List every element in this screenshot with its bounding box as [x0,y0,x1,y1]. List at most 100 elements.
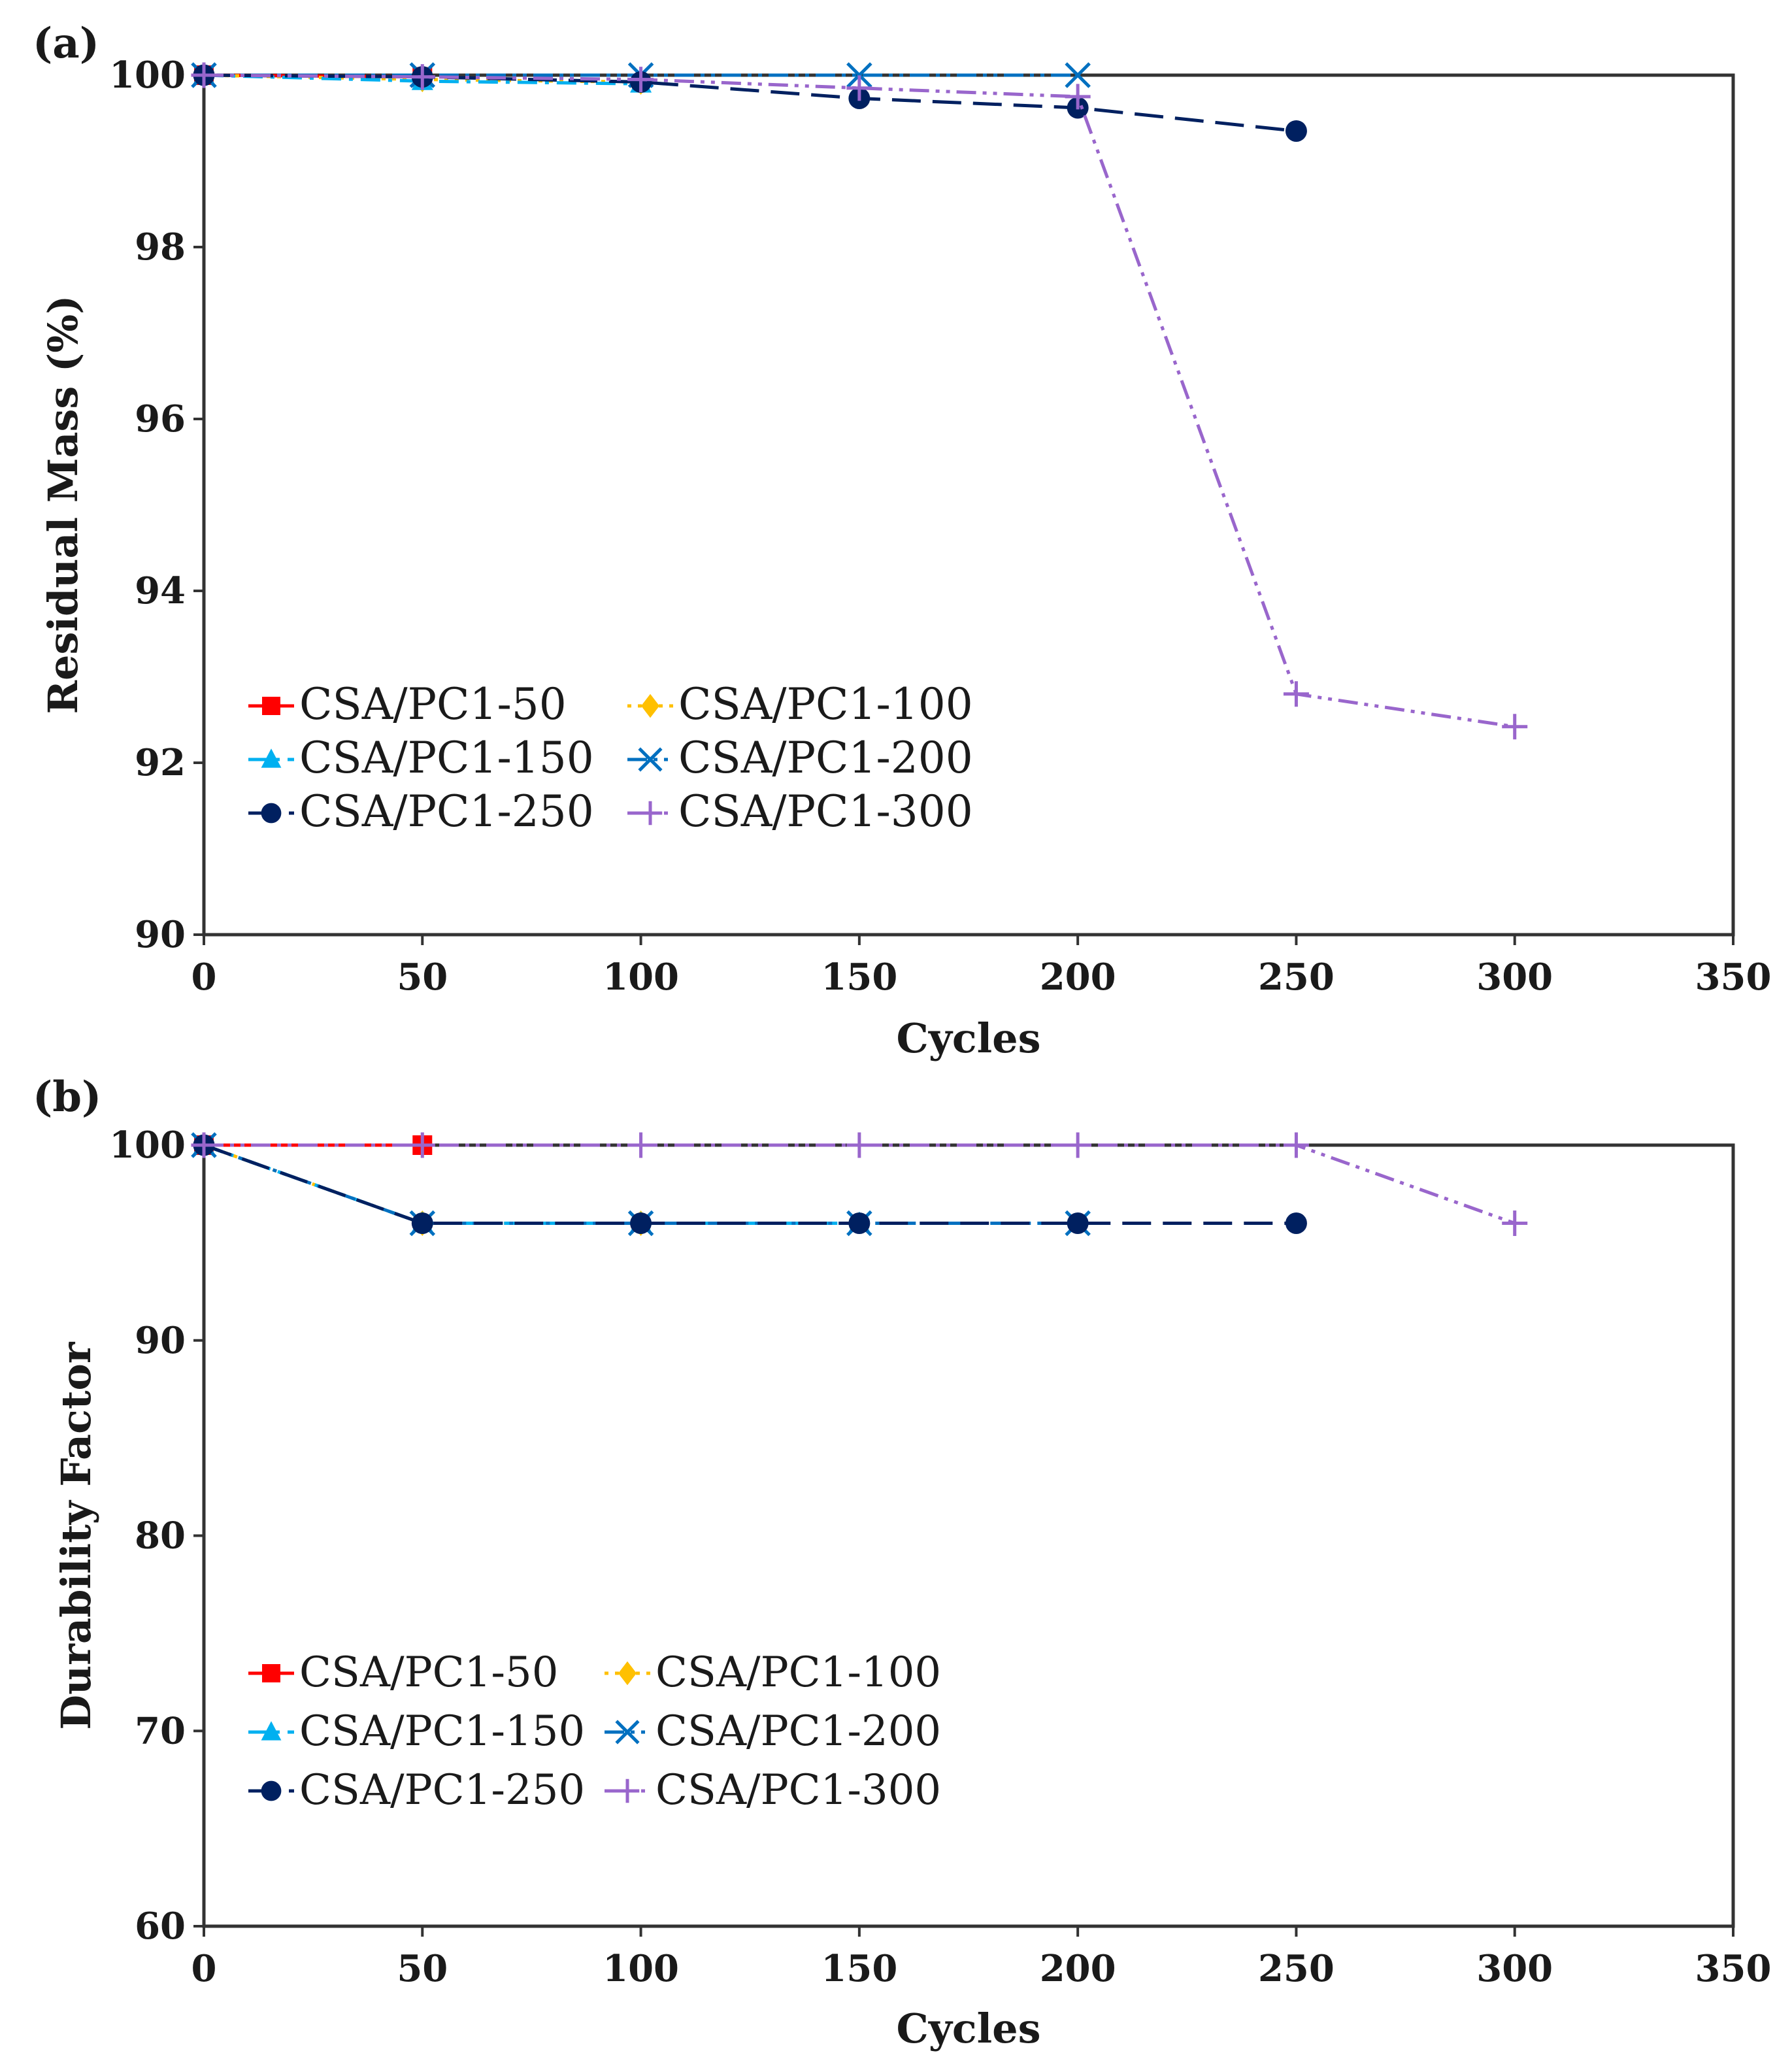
panel-a-x-axis-title: Cycles [896,1014,1040,1062]
data-point [846,62,872,88]
legend-marker [618,1661,637,1686]
panel-a-x-ticks: 0 50 100 150 200 250 300 350 [191,935,1772,999]
panel-b-x-ticks: 0 50 100 150 200 250 300 350 [191,1926,1772,1990]
panel-b-label: (b) [33,1073,101,1122]
series-line [203,73,1297,133]
legend-item: CSA/PC1-200 [605,1707,941,1756]
panel-a-series [191,62,1528,740]
panel-b: (b) 0 50 100 150 200 250 300 350 60 70 80 90 100 Cy… [33,1073,1771,2052]
legend-marker [638,801,663,826]
legend-label: CSA/PC1-300 [678,786,973,837]
legend-label: CSA/PC1-150 [299,1707,585,1756]
panel-a: (a) 0 50 100 150 200 250 300 350 9092949698100 … [33,19,1771,1062]
legend-item: CSA/PC1-250 [248,1766,585,1814]
series-csa-pc1-250 [193,1134,1307,1234]
legend-label: CSA/PC1-200 [678,733,973,783]
legend-item: CSA/PC1-100 [627,679,973,729]
legend-label: CSA/PC1-150 [299,733,594,783]
legend-marker [262,697,280,715]
x-tick-label: 250 [1258,956,1335,999]
series-line [203,73,1516,729]
panel-b-y-axis-title: Durability Factor [52,1341,100,1729]
legend-label: CSA/PC1-50 [299,679,567,729]
y-tick-label: 90 [135,913,186,956]
x-tick-label: 300 [1476,1947,1553,1990]
legend-label: CSA/PC1-100 [678,679,973,729]
x-tick-label: 250 [1258,1947,1335,1990]
legend-item: CSA/PC1-150 [248,1707,585,1756]
series-line [203,1143,1297,1225]
data-point [1065,84,1091,110]
x-tick-label: 100 [603,1947,679,1990]
x-tick-label: 50 [397,956,448,999]
data-point [848,1212,871,1234]
y-tick-label: 60 [135,1905,186,1948]
panel-b-series [191,1132,1528,1237]
data-point [409,64,435,90]
data-point [628,1132,654,1158]
series-line [203,1143,859,1225]
legend-marker [615,1778,640,1803]
series-line [203,73,641,86]
legend-item: CSA/PC1-50 [248,1648,558,1697]
legend-item: CSA/PC1-250 [248,786,594,837]
legend-marker [262,1664,280,1682]
data-point [628,67,654,93]
legend-item: CSA/PC1-200 [627,733,973,783]
legend-marker [261,748,282,768]
data-point [409,1132,435,1158]
data-point [1285,1212,1307,1234]
data-point [1502,714,1528,740]
x-tick-label: 150 [821,1947,897,1990]
x-tick-label: 200 [1040,1947,1116,1990]
x-tick-label: 200 [1040,956,1116,999]
data-point [1283,681,1309,707]
legend-item: CSA/PC1-300 [627,786,973,837]
data-point [1067,1212,1089,1234]
y-tick-label: 80 [135,1514,186,1558]
legend-marker [638,747,663,772]
y-tick-label: 92 [135,741,186,784]
legend-marker [261,1721,282,1741]
panel-a-y-axis-title: Residual Mass (%) [39,295,87,714]
data-point [191,1132,217,1158]
x-tick-label: 0 [191,1947,217,1990]
legend-marker [261,1780,282,1801]
data-point [191,62,217,88]
data-point [1285,120,1307,142]
x-tick-label: 350 [1695,1947,1772,1990]
series-csa-pc1-300 [191,1132,1528,1236]
x-tick-label: 300 [1476,956,1553,999]
legend-label: CSA/PC1-200 [655,1707,941,1756]
x-tick-label: 150 [821,956,897,999]
x-tick-label: 50 [397,1947,448,1990]
panel-a-label: (a) [33,19,99,68]
data-point [1502,1210,1528,1236]
legend-marker [261,803,282,824]
data-point [1065,1132,1091,1158]
legend-marker [641,693,659,718]
panel-b-legend: CSA/PC1-50 CSA/PC1-100 CSA/PC1-150 CSA/PC1-… [248,1648,941,1814]
y-tick-label: 100 [109,54,186,97]
y-tick-label: 100 [109,1124,186,1167]
legend-label: CSA/PC1-300 [655,1766,941,1814]
y-tick-label: 94 [135,569,186,612]
y-tick-label: 96 [135,397,186,441]
x-tick-label: 350 [1695,956,1772,999]
x-tick-label: 100 [603,956,679,999]
data-point [846,1132,872,1158]
panel-a-y-ticks: 90 92 94 96 98 100 [109,54,204,956]
legend-item: CSA/PC1-300 [605,1766,941,1814]
data-point [846,75,872,101]
data-point [630,1212,652,1234]
panel-b-x-axis-title: Cycles [896,2005,1040,2052]
x-tick-label: 0 [191,956,217,999]
legend-label: CSA/PC1-250 [299,1766,585,1814]
y-tick-label: 98 [135,225,186,269]
legend-label: CSA/PC1-50 [299,1648,558,1697]
legend-item: CSA/PC1-150 [248,733,594,783]
series-csa-pc1-300 [191,62,1528,740]
data-point [411,1212,433,1234]
